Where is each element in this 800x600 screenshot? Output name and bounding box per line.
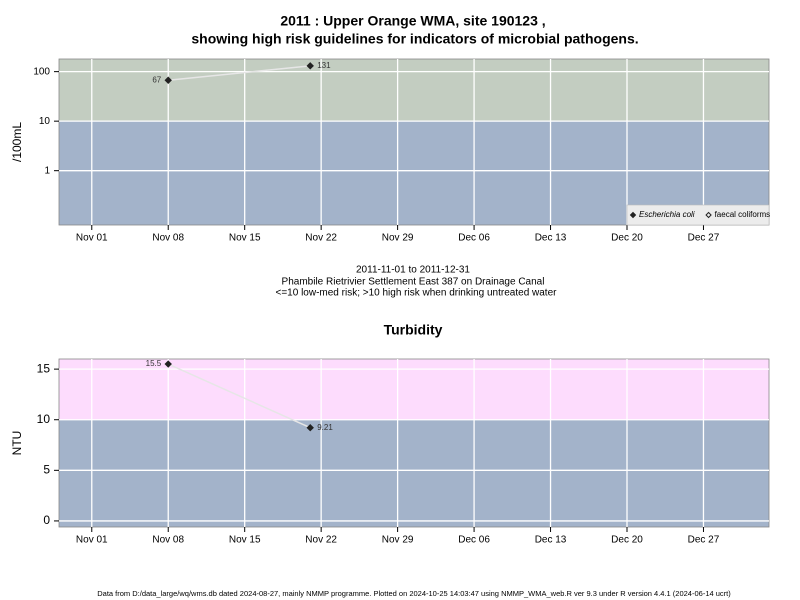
- data-point: [306, 62, 314, 70]
- chart-title: Turbidity: [384, 322, 443, 338]
- legend-label: Escherichia coli: [639, 210, 695, 219]
- data-label: 67: [152, 75, 161, 84]
- x-tick-label: Dec 06: [458, 535, 490, 546]
- y-tick-label: 1: [44, 165, 50, 176]
- x-tick-label: Dec 13: [535, 233, 567, 244]
- x-tick-label: Nov 08: [152, 535, 184, 546]
- chart-subtitle: showing high risk guidelines for indicat…: [191, 31, 638, 47]
- x-tick-label: Nov 15: [229, 233, 261, 244]
- y-tick-label: 0: [43, 513, 50, 527]
- legend-box: [626, 204, 770, 226]
- x-tick-label: Nov 22: [305, 233, 337, 244]
- x-tick-label: Dec 20: [611, 535, 643, 546]
- y-tick-label: 10: [37, 412, 51, 426]
- data-label: 9.21: [317, 423, 333, 432]
- band-above: [59, 359, 769, 420]
- y-tick-label: 100: [33, 66, 50, 77]
- data-point: [164, 360, 172, 368]
- x-tick-label: Dec 27: [688, 535, 720, 546]
- x-tick-label: Nov 15: [229, 535, 261, 546]
- band-above: [59, 59, 769, 122]
- data-point: [306, 424, 314, 432]
- x-tick-label: Nov 08: [152, 233, 184, 244]
- note: <=10 low-med risk; >10 high risk when dr…: [276, 288, 558, 299]
- y-tick-label: 5: [43, 462, 50, 476]
- x-tick-label: Dec 27: [688, 233, 720, 244]
- data-label: 15.5: [146, 359, 162, 368]
- x-tick-label: Nov 29: [382, 233, 414, 244]
- legend-marker: [705, 211, 712, 219]
- plot-frame: [58, 358, 770, 528]
- series-line: [167, 363, 311, 429]
- y-tick-label: 10: [39, 116, 51, 127]
- series-line: [168, 65, 311, 82]
- data-point: [164, 76, 172, 84]
- note: Phambile Rietrivier Settlement East 387 …: [282, 277, 545, 288]
- y-axis-label: /100mL: [10, 122, 24, 162]
- data-label: 131: [317, 61, 331, 70]
- note: 2011-11-01 to 2011-12-31: [356, 265, 470, 276]
- x-tick-label: Dec 13: [535, 535, 567, 546]
- legend-label: faecal coliforms: [715, 210, 771, 219]
- x-tick-label: Nov 29: [382, 535, 414, 546]
- band-below: [59, 419, 769, 527]
- x-tick-label: Dec 06: [458, 233, 490, 244]
- x-tick-label: Nov 01: [76, 233, 108, 244]
- y-tick-label: 15: [37, 361, 51, 375]
- plot-frame: [58, 58, 770, 226]
- y-axis-label: NTU: [10, 431, 24, 456]
- legend-marker: [629, 211, 637, 219]
- footer: Data from D:/data_large/wq/wms.db dated …: [97, 589, 731, 598]
- x-tick-label: Nov 22: [305, 535, 337, 546]
- x-tick-label: Nov 01: [76, 535, 108, 546]
- chart-title: 2011 : Upper Orange WMA, site 190123 ,: [280, 13, 545, 29]
- x-tick-label: Dec 20: [611, 233, 643, 244]
